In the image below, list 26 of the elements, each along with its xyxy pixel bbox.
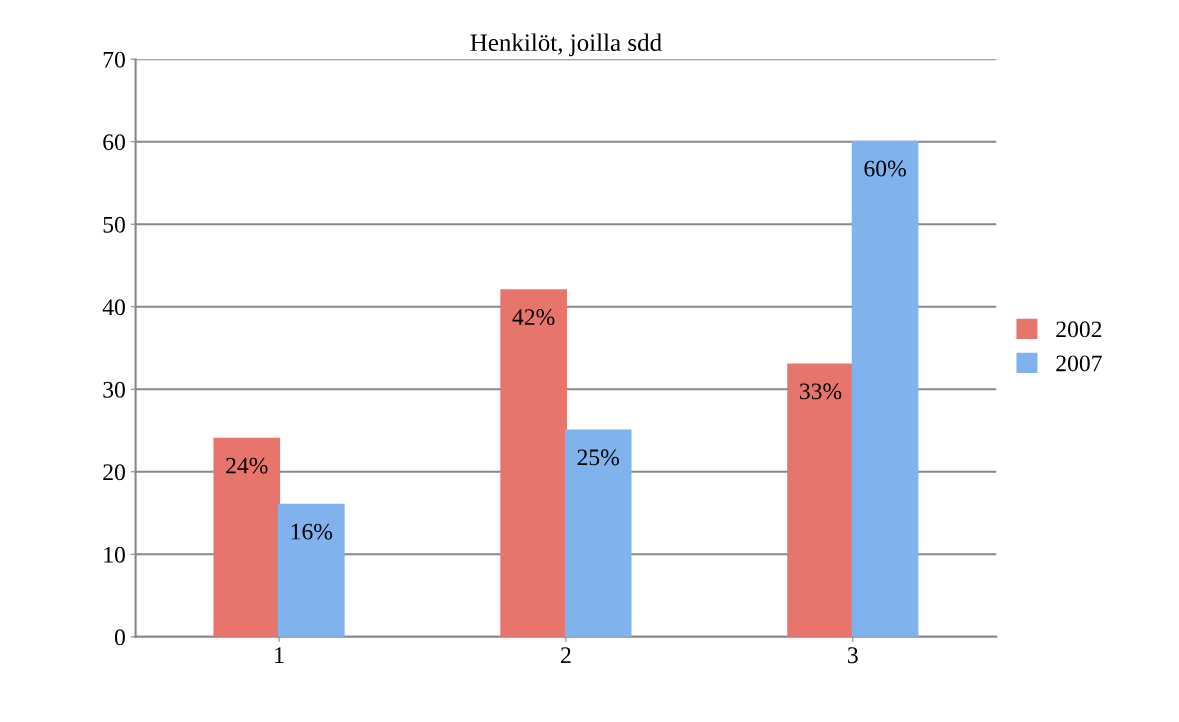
y-tick-label: 50 <box>103 216 125 233</box>
y-tick-label: 70 <box>103 51 125 68</box>
bar <box>851 140 919 637</box>
bar <box>787 363 854 637</box>
data-label: 24% <box>226 457 268 474</box>
bar <box>213 437 281 637</box>
bar <box>277 503 345 637</box>
y-tick-label: 40 <box>102 299 125 316</box>
data-label: 42% <box>512 309 555 326</box>
y-tick-label: 0 <box>114 629 125 646</box>
x-tick-label: 2 <box>561 647 571 663</box>
legend-label: 2007 <box>1056 355 1102 372</box>
chart-title: Henkilöt, joilla sdd <box>470 33 662 57</box>
legend-label: 2002 <box>1056 321 1102 338</box>
bar <box>500 289 567 637</box>
bar <box>564 429 632 637</box>
y-tick-label: 30 <box>103 381 125 398</box>
data-label: 60% <box>864 160 906 177</box>
x-tick-label: 1 <box>275 647 284 663</box>
x-tick-label: 3 <box>848 647 858 664</box>
data-label: 25% <box>577 449 620 466</box>
y-tick-label: 10 <box>104 546 125 563</box>
data-label: 16% <box>291 523 333 540</box>
y-tick-label: 60 <box>103 134 125 151</box>
data-label: 33% <box>800 383 842 400</box>
y-tick-label: 20 <box>103 464 125 481</box>
